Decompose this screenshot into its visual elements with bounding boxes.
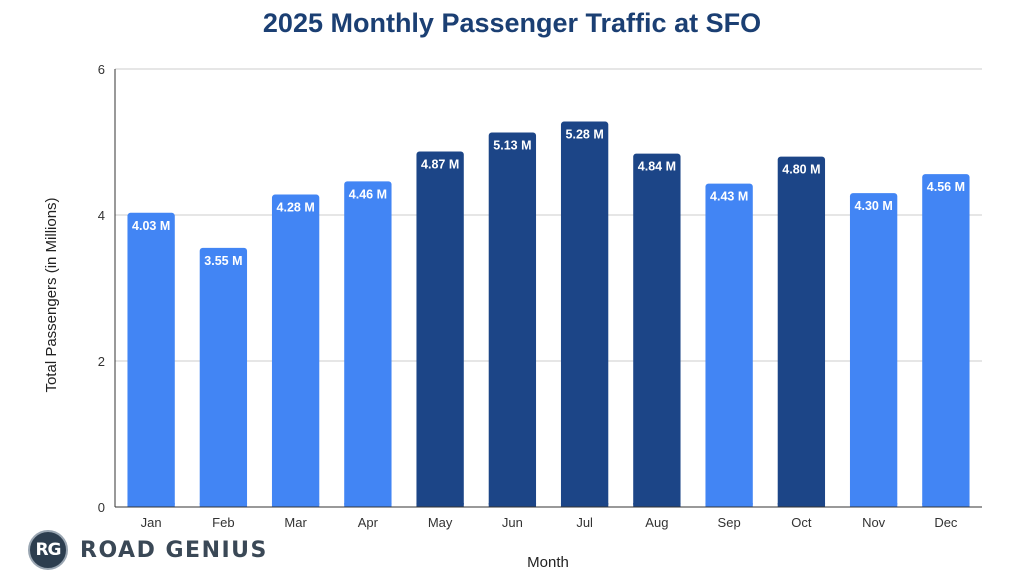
bar-base [849, 503, 898, 507]
x-tick-label: Mar [284, 515, 307, 530]
x-tick-label: Nov [862, 515, 886, 530]
bar-base [416, 503, 464, 507]
data-label: 4.87 M [421, 157, 459, 171]
data-label: 4.56 M [927, 180, 965, 194]
bar-base [777, 503, 826, 507]
bar-aug [633, 153, 681, 507]
bar-base [271, 503, 320, 507]
bar-apr [344, 181, 392, 508]
x-tick-label: Jul [576, 515, 593, 530]
x-tick-label: Dec [934, 515, 958, 530]
bar-jul [560, 121, 609, 507]
data-label: 4.03 M [132, 219, 170, 233]
data-label: 5.28 M [566, 128, 604, 142]
x-tick-label: Jan [141, 515, 162, 530]
x-tick-label: Aug [645, 515, 668, 530]
bars: 4.03 M 3.55 M 4.28 M 4.46 M 4.87 M 5.13 M 5.28… [127, 121, 970, 508]
bar-base [344, 503, 392, 507]
x-tick-label: Sep [718, 515, 741, 530]
bar-base [560, 503, 609, 507]
y-tick-label: 4 [98, 208, 105, 223]
y-tick-label: 2 [98, 354, 105, 369]
bar-jan [127, 212, 175, 507]
y-tick-label: 0 [98, 500, 105, 515]
data-label: 4.28 M [277, 201, 315, 215]
x-tick-label: Feb [212, 515, 234, 530]
bar-base [922, 503, 970, 507]
road-genius-logo: RG ROAD GENIUS [28, 528, 268, 572]
x-tick-label: Oct [791, 515, 812, 530]
data-label: 4.30 M [855, 199, 893, 213]
bar-base [633, 503, 681, 507]
y-axis-label: Total Passengers (in Millions) [43, 197, 60, 392]
data-label: 5.13 M [493, 139, 531, 153]
bar-may [416, 151, 464, 508]
chart-title: 2025 Monthly Passenger Traffic at SFO [262, 8, 762, 38]
bar-jun [488, 132, 537, 507]
logo-brand-text: ROAD GENIUS [80, 537, 268, 563]
gridlines [115, 68, 982, 362]
bar-dec [922, 174, 970, 507]
data-label: 4.43 M [710, 190, 748, 204]
bar-nov [849, 193, 898, 507]
x-tick-label: Apr [358, 515, 379, 530]
bar-oct [777, 156, 826, 507]
bar-mar [271, 194, 320, 507]
axes: 0 2 4 6 Jan Feb Mar Apr May Jun Jul Aug Sep Oct Nov Dec [98, 62, 982, 530]
data-label: 4.46 M [349, 187, 387, 201]
data-label: 4.84 M [638, 160, 676, 174]
bar-sep [705, 183, 753, 508]
x-tick-label: May [428, 515, 453, 530]
bar-feb [199, 247, 248, 507]
x-axis-label: Month [527, 554, 569, 571]
bar-base [488, 503, 537, 507]
x-tick-label: Jun [502, 515, 523, 530]
logo-badge-icon: RG [28, 530, 68, 570]
data-label: 3.55 M [204, 254, 242, 268]
bar-base [199, 503, 248, 507]
bar-base [127, 503, 175, 507]
y-tick-label: 6 [98, 62, 105, 77]
data-label: 4.80 M [782, 163, 820, 177]
bar-base [705, 503, 753, 507]
